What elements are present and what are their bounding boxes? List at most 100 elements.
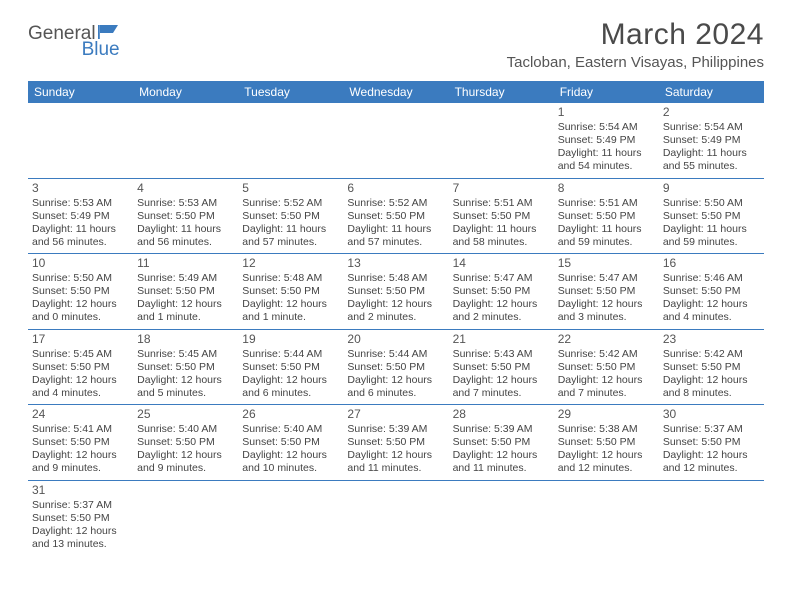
cell-line: Daylight: 12 hours: [347, 449, 444, 462]
calendar-cell: 6Sunrise: 5:52 AMSunset: 5:50 PMDaylight…: [343, 178, 448, 254]
cell-line: Sunset: 5:50 PM: [558, 285, 655, 298]
cell-line: Sunrise: 5:45 AM: [32, 348, 129, 361]
cell-line: Daylight: 11 hours: [663, 147, 760, 160]
cell-line: and 55 minutes.: [663, 160, 760, 173]
cell-line: Sunrise: 5:47 AM: [453, 272, 550, 285]
cell-line: Sunset: 5:50 PM: [32, 285, 129, 298]
calendar-cell: 4Sunrise: 5:53 AMSunset: 5:50 PMDaylight…: [133, 178, 238, 254]
cell-line: and 1 minute.: [137, 311, 234, 324]
day-number: 27: [347, 407, 444, 422]
cell-line: Sunrise: 5:40 AM: [242, 423, 339, 436]
cell-line: Daylight: 11 hours: [32, 223, 129, 236]
cell-line: Daylight: 12 hours: [347, 298, 444, 311]
cell-line: Sunset: 5:50 PM: [242, 285, 339, 298]
cell-line: and 8 minutes.: [663, 387, 760, 400]
calendar-row: 24Sunrise: 5:41 AMSunset: 5:50 PMDayligh…: [28, 405, 764, 481]
day-number: 9: [663, 181, 760, 196]
cell-line: Daylight: 12 hours: [558, 374, 655, 387]
calendar-cell: 11Sunrise: 5:49 AMSunset: 5:50 PMDayligh…: [133, 254, 238, 330]
cell-line: Sunset: 5:50 PM: [137, 210, 234, 223]
day-number: 20: [347, 332, 444, 347]
calendar-row: 17Sunrise: 5:45 AMSunset: 5:50 PMDayligh…: [28, 329, 764, 405]
cell-line: Sunrise: 5:51 AM: [453, 197, 550, 210]
cell-line: and 3 minutes.: [558, 311, 655, 324]
title-block: March 2024 Tacloban, Eastern Visayas, Ph…: [507, 18, 764, 71]
calendar-cell: [343, 480, 448, 555]
cell-line: Sunrise: 5:52 AM: [347, 197, 444, 210]
cell-line: and 12 minutes.: [558, 462, 655, 475]
cell-line: and 7 minutes.: [453, 387, 550, 400]
cell-line: Sunrise: 5:52 AM: [242, 197, 339, 210]
calendar-cell: 28Sunrise: 5:39 AMSunset: 5:50 PMDayligh…: [449, 405, 554, 481]
cell-line: Sunrise: 5:42 AM: [663, 348, 760, 361]
calendar-cell: 23Sunrise: 5:42 AMSunset: 5:50 PMDayligh…: [659, 329, 764, 405]
cell-line: Daylight: 12 hours: [663, 449, 760, 462]
cell-line: and 6 minutes.: [242, 387, 339, 400]
cell-line: Sunrise: 5:48 AM: [242, 272, 339, 285]
weekday-header: Friday: [554, 81, 659, 103]
weekday-header: Sunday: [28, 81, 133, 103]
calendar-cell: 2Sunrise: 5:54 AMSunset: 5:49 PMDaylight…: [659, 103, 764, 178]
cell-line: and 57 minutes.: [242, 236, 339, 249]
calendar-cell: 17Sunrise: 5:45 AMSunset: 5:50 PMDayligh…: [28, 329, 133, 405]
cell-line: and 1 minute.: [242, 311, 339, 324]
cell-line: and 7 minutes.: [558, 387, 655, 400]
cell-line: Daylight: 12 hours: [453, 449, 550, 462]
calendar-cell: 27Sunrise: 5:39 AMSunset: 5:50 PMDayligh…: [343, 405, 448, 481]
day-number: 7: [453, 181, 550, 196]
cell-line: Sunrise: 5:38 AM: [558, 423, 655, 436]
calendar-cell: 5Sunrise: 5:52 AMSunset: 5:50 PMDaylight…: [238, 178, 343, 254]
day-number: 26: [242, 407, 339, 422]
cell-line: Sunrise: 5:51 AM: [558, 197, 655, 210]
cell-line: Daylight: 11 hours: [347, 223, 444, 236]
page-title: March 2024: [507, 18, 764, 52]
calendar-cell: [554, 480, 659, 555]
cell-line: and 57 minutes.: [347, 236, 444, 249]
cell-line: Daylight: 12 hours: [137, 298, 234, 311]
cell-line: Daylight: 12 hours: [242, 449, 339, 462]
day-number: 3: [32, 181, 129, 196]
calendar-cell: 20Sunrise: 5:44 AMSunset: 5:50 PMDayligh…: [343, 329, 448, 405]
calendar-cell: [659, 480, 764, 555]
cell-line: Sunrise: 5:41 AM: [32, 423, 129, 436]
calendar-cell: 18Sunrise: 5:45 AMSunset: 5:50 PMDayligh…: [133, 329, 238, 405]
cell-line: Sunrise: 5:46 AM: [663, 272, 760, 285]
day-number: 13: [347, 256, 444, 271]
calendar-cell: [449, 103, 554, 178]
calendar-cell: 1Sunrise: 5:54 AMSunset: 5:49 PMDaylight…: [554, 103, 659, 178]
calendar-cell: 31Sunrise: 5:37 AMSunset: 5:50 PMDayligh…: [28, 480, 133, 555]
cell-line: and 0 minutes.: [32, 311, 129, 324]
cell-line: and 58 minutes.: [453, 236, 550, 249]
cell-line: Daylight: 12 hours: [558, 298, 655, 311]
cell-line: Sunset: 5:50 PM: [32, 436, 129, 449]
cell-line: and 4 minutes.: [32, 387, 129, 400]
calendar-cell: 14Sunrise: 5:47 AMSunset: 5:50 PMDayligh…: [449, 254, 554, 330]
day-number: 19: [242, 332, 339, 347]
calendar-cell: 30Sunrise: 5:37 AMSunset: 5:50 PMDayligh…: [659, 405, 764, 481]
day-number: 8: [558, 181, 655, 196]
calendar-cell: 29Sunrise: 5:38 AMSunset: 5:50 PMDayligh…: [554, 405, 659, 481]
calendar-table: Sunday Monday Tuesday Wednesday Thursday…: [28, 81, 764, 555]
calendar-cell: 7Sunrise: 5:51 AMSunset: 5:50 PMDaylight…: [449, 178, 554, 254]
cell-line: Sunset: 5:50 PM: [242, 210, 339, 223]
logo-blue: Blue: [82, 39, 120, 60]
cell-line: and 6 minutes.: [347, 387, 444, 400]
calendar-cell: 15Sunrise: 5:47 AMSunset: 5:50 PMDayligh…: [554, 254, 659, 330]
cell-line: Sunrise: 5:40 AM: [137, 423, 234, 436]
day-number: 30: [663, 407, 760, 422]
calendar-row: 10Sunrise: 5:50 AMSunset: 5:50 PMDayligh…: [28, 254, 764, 330]
cell-line: and 59 minutes.: [663, 236, 760, 249]
day-number: 11: [137, 256, 234, 271]
cell-line: Sunrise: 5:49 AM: [137, 272, 234, 285]
cell-line: Sunset: 5:50 PM: [32, 361, 129, 374]
cell-line: Sunset: 5:50 PM: [347, 361, 444, 374]
calendar-cell: [133, 480, 238, 555]
calendar-cell: 13Sunrise: 5:48 AMSunset: 5:50 PMDayligh…: [343, 254, 448, 330]
day-number: 14: [453, 256, 550, 271]
calendar-row: 31Sunrise: 5:37 AMSunset: 5:50 PMDayligh…: [28, 480, 764, 555]
weekday-header-row: Sunday Monday Tuesday Wednesday Thursday…: [28, 81, 764, 103]
weekday-header: Wednesday: [343, 81, 448, 103]
day-number: 16: [663, 256, 760, 271]
cell-line: Sunrise: 5:44 AM: [242, 348, 339, 361]
calendar-cell: [133, 103, 238, 178]
